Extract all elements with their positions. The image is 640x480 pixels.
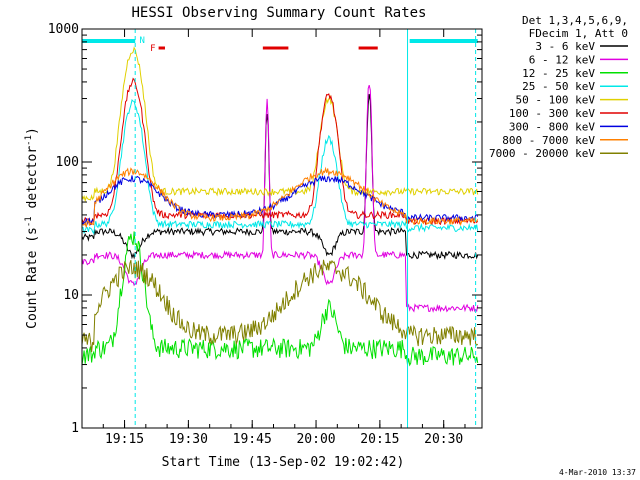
series-line-6 <box>81 77 479 226</box>
series-line-8 <box>82 166 479 228</box>
legend-header-1: FDecim 1, Att 0 <box>529 27 628 40</box>
legend-label-7: 300 - 800 keV <box>509 120 595 133</box>
x-tick-label-3: 20:00 <box>296 432 335 447</box>
y-tick-label-2: 100 <box>56 155 79 170</box>
plot-frame <box>81 28 483 429</box>
y-axis-label: Count Rate (s-1 detector-1) <box>24 127 40 329</box>
series-line-9 <box>81 259 479 352</box>
legend-label-2: 6 - 12 keV <box>529 53 596 66</box>
legend: Det 1,3,4,5,6,9,FDecim 1, Att 03 - 6 keV… <box>489 14 628 160</box>
x-tick-label-1: 19:30 <box>169 432 208 447</box>
legend-header-0: Det 1,3,4,5,6,9, <box>522 14 628 27</box>
series-line-5 <box>81 46 479 203</box>
legend-label-1: 3 - 6 keV <box>535 40 595 53</box>
y-tick-label-1: 10 <box>63 288 79 303</box>
legend-label-9: 7000 - 20000 keV <box>489 147 595 160</box>
legend-label-3: 12 - 25 keV <box>522 67 595 80</box>
y-tick-label-3: 1000 <box>48 22 79 37</box>
legend-label-6: 100 - 300 keV <box>509 107 595 120</box>
legend-label-4: 25 - 50 keV <box>522 80 595 93</box>
x-tick-label-5: 20:30 <box>424 432 463 447</box>
series-line-3 <box>81 231 479 367</box>
flag-label-n: N <box>139 36 144 46</box>
flag-label-f: F <box>150 44 155 54</box>
y-axis-label-sup1: -1 <box>24 216 34 227</box>
y-axis-label-part2: detector <box>25 146 40 217</box>
x-tick-label-0: 19:15 <box>105 432 144 447</box>
legend-label-5: 50 - 100 keV <box>516 94 596 107</box>
footer-timestamp: 4-Mar-2010 13:37 <box>559 468 636 477</box>
x-axis-label: Start Time (13-Sep-02 19:02:42) <box>162 455 405 470</box>
legend-label-8: 800 - 7000 keV <box>502 134 595 147</box>
y-axis-label-part1: Count Rate (s <box>25 227 40 329</box>
x-tick-label-2: 19:45 <box>233 432 272 447</box>
y-axis-label-part3: ) <box>25 127 40 135</box>
series-line-1 <box>81 93 479 261</box>
x-tick-label-4: 20:15 <box>360 432 399 447</box>
y-tick-label-0: 1 <box>71 421 79 436</box>
y-axis-label-sup2: -1 <box>24 135 34 146</box>
chart-title: HESSI Observing Summary Count Rates <box>131 5 426 21</box>
series-line-2 <box>81 84 479 313</box>
